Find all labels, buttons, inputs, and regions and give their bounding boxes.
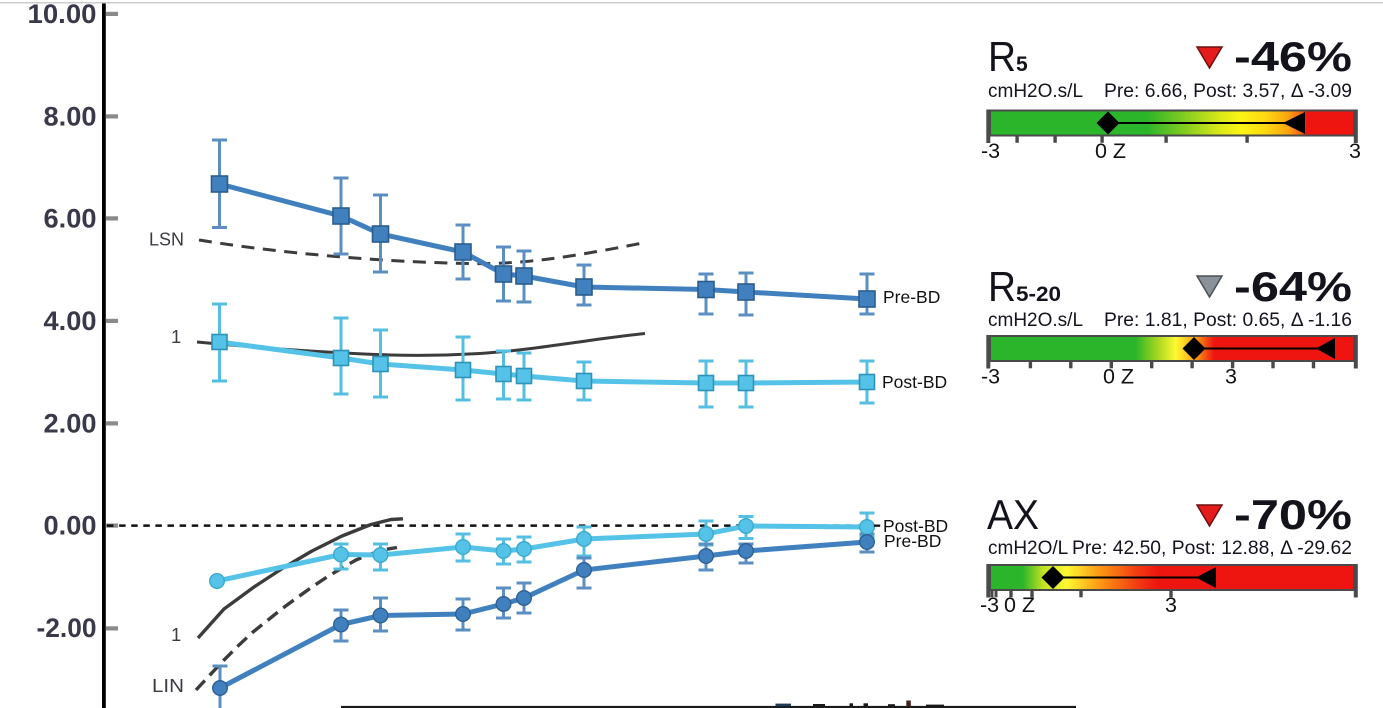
svg-text:Post-BD: Post-BD (883, 516, 948, 536)
svg-text:Pre: 1.81, Post: 0.65, Δ -1.16: Pre: 1.81, Post: 0.65, Δ -1.16 (1104, 310, 1352, 331)
svg-text:cmH2O.s/L: cmH2O.s/L (988, 81, 1083, 102)
svg-text:-70%: -70% (1234, 491, 1352, 538)
svg-text:-3: -3 (981, 139, 1000, 163)
svg-text:5-20: 5-20 (1016, 283, 1061, 306)
svg-text:0 Z: 0 Z (1004, 593, 1035, 617)
svg-text:8.00: 8.00 (44, 102, 97, 132)
svg-text:0 Z: 0 Z (1095, 139, 1126, 163)
svg-text:1: 1 (171, 326, 181, 347)
svg-text:Pre: 42.50, Post: 12.88, Δ -29: Pre: 42.50, Post: 12.88, Δ -29.62 (1072, 538, 1352, 559)
svg-text:Post-BD: Post-BD (882, 372, 947, 392)
svg-text:10.00: 10.00 (28, 0, 97, 29)
svg-text:5: 5 (1016, 53, 1028, 76)
svg-text:-46%: -46% (1234, 33, 1352, 80)
svg-text:0.00: 0.00 (44, 511, 97, 541)
svg-text:6.00: 6.00 (44, 204, 97, 234)
svg-text:cmH2O/L: cmH2O/L (988, 538, 1068, 559)
svg-text:2.00: 2.00 (44, 409, 97, 439)
svg-text:Pre-BD: Pre-BD (884, 531, 941, 551)
svg-text:-64%: -64% (1234, 263, 1352, 310)
svg-text:Pre-BD: Pre-BD (883, 287, 940, 307)
svg-text:AX: AX (987, 491, 1039, 538)
svg-text:-3: -3 (980, 593, 999, 617)
svg-text:1: 1 (171, 624, 181, 645)
svg-text:-3: -3 (981, 365, 1000, 389)
svg-text:cmH2O.s/L: cmH2O.s/L (988, 310, 1083, 331)
svg-text:LSN: LSN (149, 229, 184, 250)
svg-text:3: 3 (1349, 139, 1361, 163)
svg-text:-2.00: -2.00 (37, 613, 97, 643)
svg-text:R: R (988, 263, 1016, 310)
svg-text:LIN: LIN (152, 675, 184, 696)
svg-text:Pre: 6.66, Post: 3.57, Δ -3.09: Pre: 6.66, Post: 3.57, Δ -3.09 (1104, 81, 1352, 102)
svg-text:4.00: 4.00 (44, 306, 97, 336)
svg-text:3: 3 (1225, 365, 1237, 389)
svg-text:0 Z: 0 Z (1103, 365, 1134, 389)
svg-text:3: 3 (1165, 593, 1177, 617)
svg-text:R: R (988, 33, 1016, 80)
